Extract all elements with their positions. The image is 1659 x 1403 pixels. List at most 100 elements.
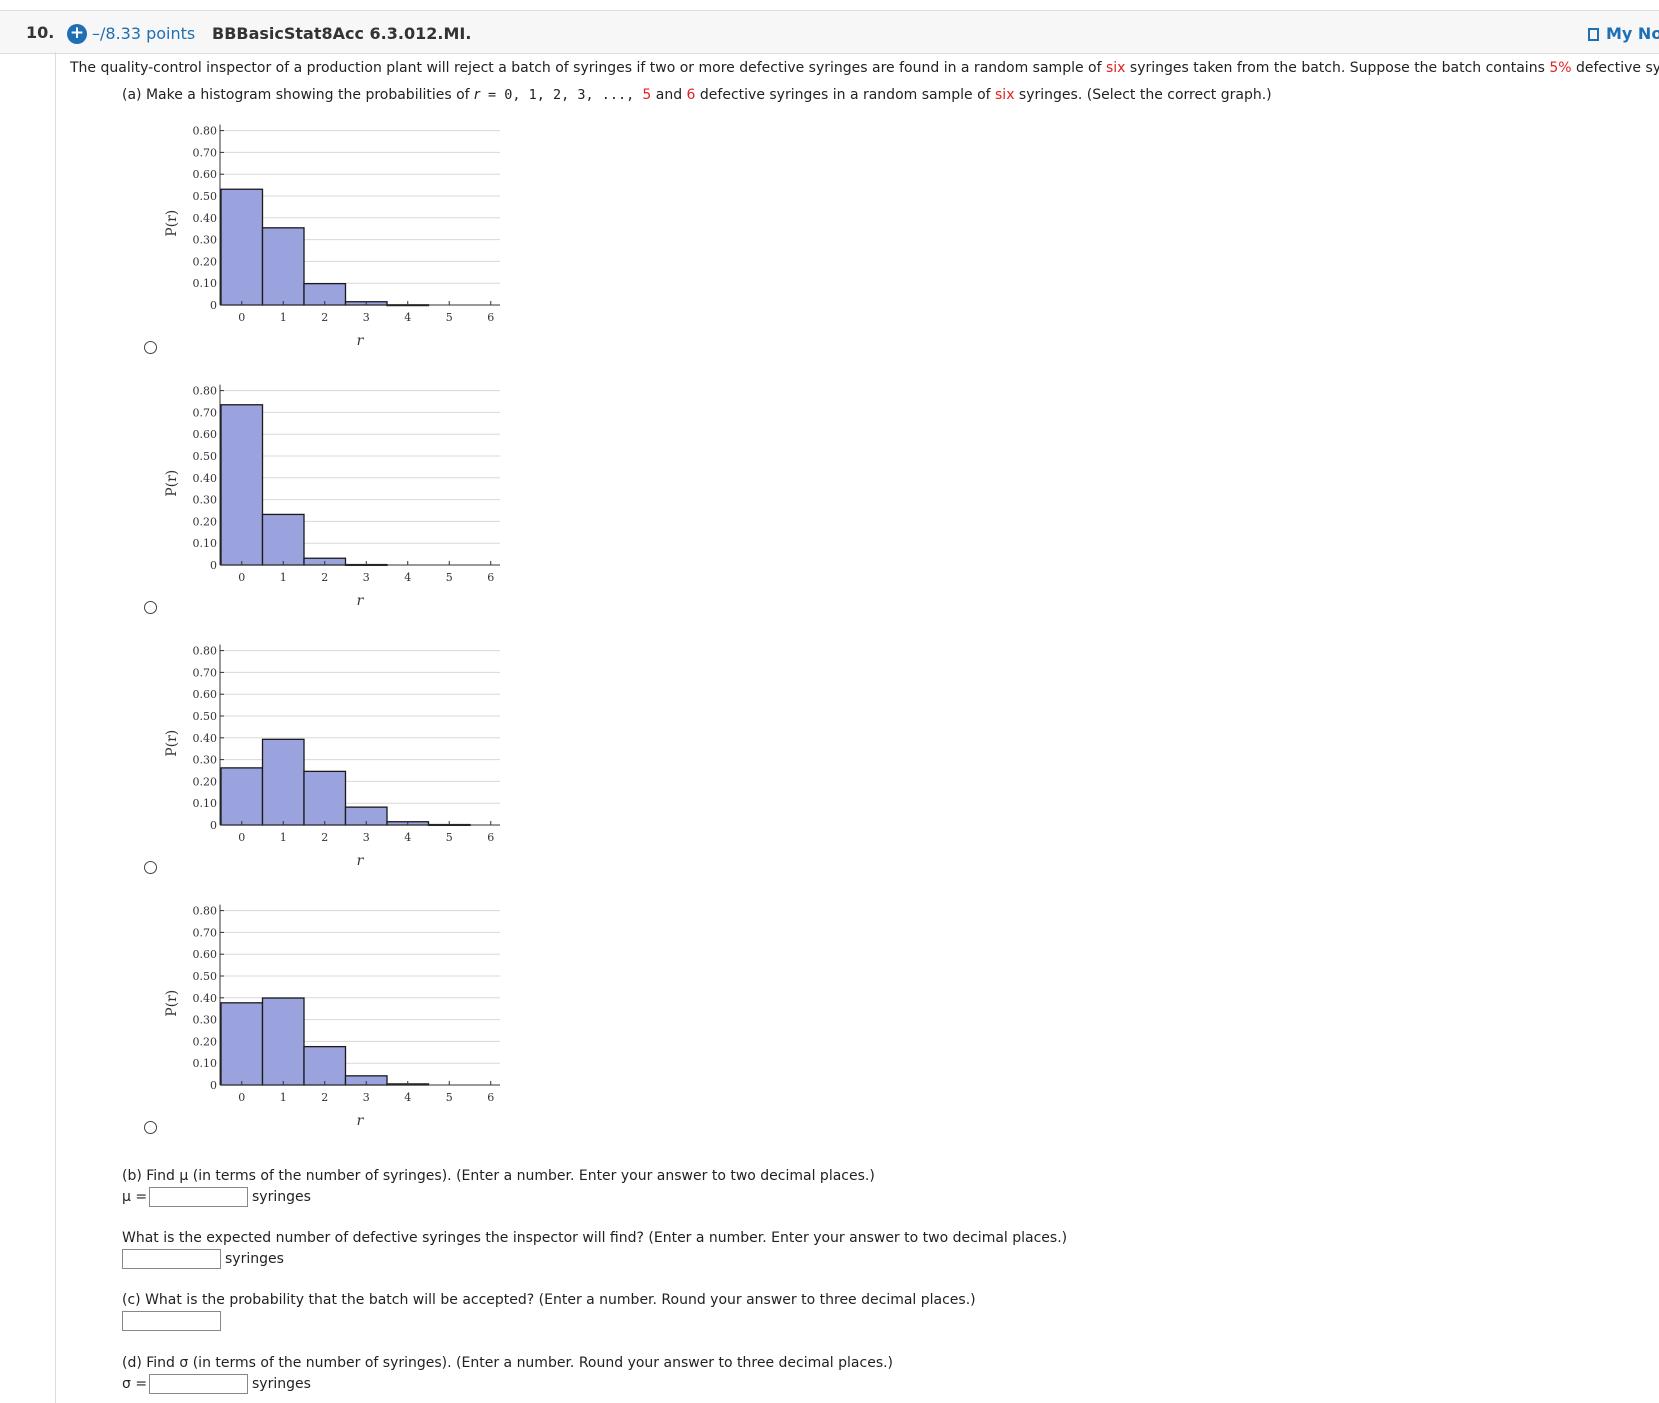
part-a-question: (a) Make a histogram showing the probabi… [122,87,1272,103]
histogram-bar [220,404,264,566]
x-tick-label: 0 [238,831,245,844]
y-tick-label: 0.40 [193,992,218,1005]
y-tick-label: 0.20 [193,255,218,268]
mu-unit: syringes [252,1189,311,1205]
histogram-bar [303,1045,347,1086]
problem-statement: The quality-control inspector of a produ… [70,60,1659,76]
y-tick-label: 0.10 [193,277,218,290]
part-a-and: and [651,87,687,103]
x-tick-label: 5 [446,311,453,324]
part-a-text-5: syringes. (Select the correct graph.) [1014,87,1272,103]
x-tick-label: 1 [280,831,287,844]
x-tick-label: 2 [321,1091,328,1104]
statement-defect-rate: 5% [1549,60,1572,76]
x-tick-label: 0 [238,571,245,584]
histogram-bar [220,1002,264,1086]
histogram-option-3: 0 0.10 0.20 0.30 0.40 0.50 0.60 0.70 0.80 0 1 2 3 4 5 6… [160,625,540,885]
x-tick-label: 4 [404,571,411,584]
y-axis-label: P(r) [164,210,180,237]
part-a-r-var: r [474,87,480,103]
expected-question: What is the expected number of defective… [122,1230,1068,1246]
radio-option-1[interactable] [144,341,157,354]
x-tick-label: 5 [446,831,453,844]
x-tick-label: 3 [363,831,370,844]
expected-unit: syringes [225,1251,284,1267]
y-tick-label: 0.30 [193,1014,218,1027]
radio-option-2[interactable] [144,601,157,614]
part-c-question: (c) What is the probability that the bat… [122,1292,976,1308]
histogram-option-1: 0 0.10 0.20 0.30 0.40 0.50 0.60 0.70 0.80 0 1 2 3 4 5 6… [160,105,540,365]
part-a-six-num: 6 [686,87,696,103]
part-a-text-1: (a) Make a histogram showing the probabi… [122,87,475,103]
y-tick-label: 0.80 [193,905,218,918]
histogram-bar [261,738,305,826]
y-tick-label: 0.80 [193,385,218,398]
y-tick-label: 0.60 [193,688,218,701]
histogram-bar [261,227,305,306]
my-notes-link[interactable]: My Notes [1588,24,1659,43]
histogram-bar [220,188,264,306]
y-tick-label: 0.40 [193,732,218,745]
y-tick-label: 0.70 [193,666,218,679]
y-tick-label: 0.30 [193,754,218,767]
part-a-values: = 0, 1, 2, 3, ..., [479,87,643,103]
part-b-question: (b) Find μ (in terms of the number of sy… [122,1168,875,1184]
statement-sample-size: six [1105,60,1126,76]
y-tick-label: 0.30 [193,234,218,247]
sigma-unit: syringes [252,1376,311,1392]
x-tick-label: 2 [321,311,328,324]
statement-text-3: defective syringes. [1575,60,1659,76]
x-tick-label: 0 [238,1091,245,1104]
points-label: –/8.33 points [92,24,196,43]
y-tick-label: 0.60 [193,428,218,441]
accept-probability-input[interactable] [122,1311,221,1331]
y-tick-label: 0.50 [193,190,218,203]
part-a-text-4: defective syringes in a random sample of [695,87,996,103]
y-tick-label: 0.10 [193,797,218,810]
y-tick-label: 0.10 [193,537,218,550]
x-tick-label: 1 [280,571,287,584]
expand-plus-icon[interactable]: + [67,24,87,44]
histogram-bar [261,513,305,566]
x-axis-label: r [357,1113,365,1129]
y-tick-label: 0.70 [193,146,218,159]
y-tick-label: 0.30 [193,494,218,507]
x-tick-label: 4 [404,311,411,324]
x-tick-label: 5 [446,1091,453,1104]
x-axis-label: r [357,853,365,869]
x-tick-label: 3 [363,571,370,584]
notes-icon [1588,28,1599,41]
y-tick-label: 0 [210,1079,217,1092]
x-tick-label: 6 [487,571,494,584]
histogram-bar [303,770,347,826]
question-id: BBBasicStat8Acc 6.3.012.MI. [212,24,472,43]
histogram-option-4: 0 0.10 0.20 0.30 0.40 0.50 0.60 0.70 0.80 0 1 2 3 4 5 6… [160,885,540,1145]
sigma-label: σ = [122,1376,148,1392]
y-tick-label: 0.50 [193,710,218,723]
x-axis-label: r [357,333,365,349]
y-tick-label: 0 [210,299,217,312]
x-tick-label: 4 [404,1091,411,1104]
statement-text-2: syringes taken from the batch. Suppose t… [1125,60,1550,76]
y-tick-label: 0.70 [193,406,218,419]
histogram-bar [261,997,305,1086]
y-tick-label: 0.60 [193,948,218,961]
x-tick-label: 6 [487,831,494,844]
statement-text-1: The quality-control inspector of a produ… [70,60,1106,76]
sigma-input[interactable] [149,1374,248,1394]
y-axis-label: P(r) [164,470,180,497]
part-a-five: 5 [642,87,652,103]
mu-input[interactable] [149,1187,248,1207]
x-tick-label: 6 [487,1091,494,1104]
expected-input[interactable] [122,1249,221,1269]
x-tick-label: 0 [238,311,245,324]
x-axis-label: r [357,593,365,609]
y-tick-label: 0.50 [193,970,218,983]
y-axis-label: P(r) [164,990,180,1017]
radio-option-4[interactable] [144,1121,157,1134]
part-a-six: six [995,87,1015,103]
radio-option-3[interactable] [144,861,157,874]
y-tick-label: 0.10 [193,1057,218,1070]
x-tick-label: 6 [487,311,494,324]
y-tick-label: 0 [210,559,217,572]
